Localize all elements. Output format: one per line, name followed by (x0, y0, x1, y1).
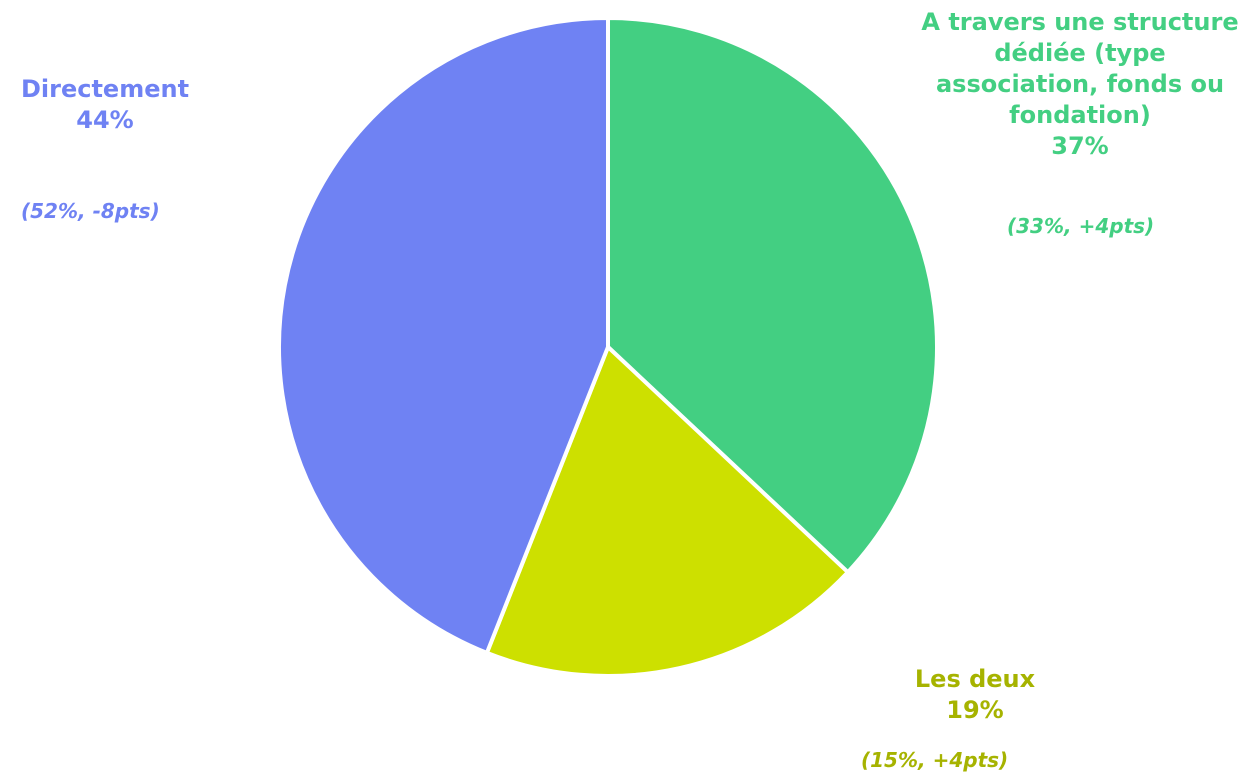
slice-name-les-deux: Les deux (914, 665, 1036, 693)
slice-note-les-deux: (15%, +4pts) (861, 748, 1009, 772)
slice-note-directement: (52%, -8pts) (21, 199, 160, 223)
slice-percent-structure: 37% (1051, 132, 1109, 160)
slice-name-structure: A travers une structure dédiée (type ass… (921, 8, 1239, 129)
slice-label-directement: Directement 44% (10, 74, 200, 136)
slice-label-structure: A travers une structure dédiée (type ass… (910, 7, 1250, 162)
pie-slice-structure (606, 16, 939, 575)
slice-note-structure: (33%, +4pts) (1007, 214, 1155, 238)
pie-slice-directement (277, 16, 610, 655)
slice-percent-les-deux: 19% (946, 696, 1004, 724)
slice-label-les-deux: Les deux 19% (880, 664, 1070, 726)
slice-name-directement: Directement (20, 75, 190, 103)
slice-percent-directement: 44% (76, 106, 134, 134)
